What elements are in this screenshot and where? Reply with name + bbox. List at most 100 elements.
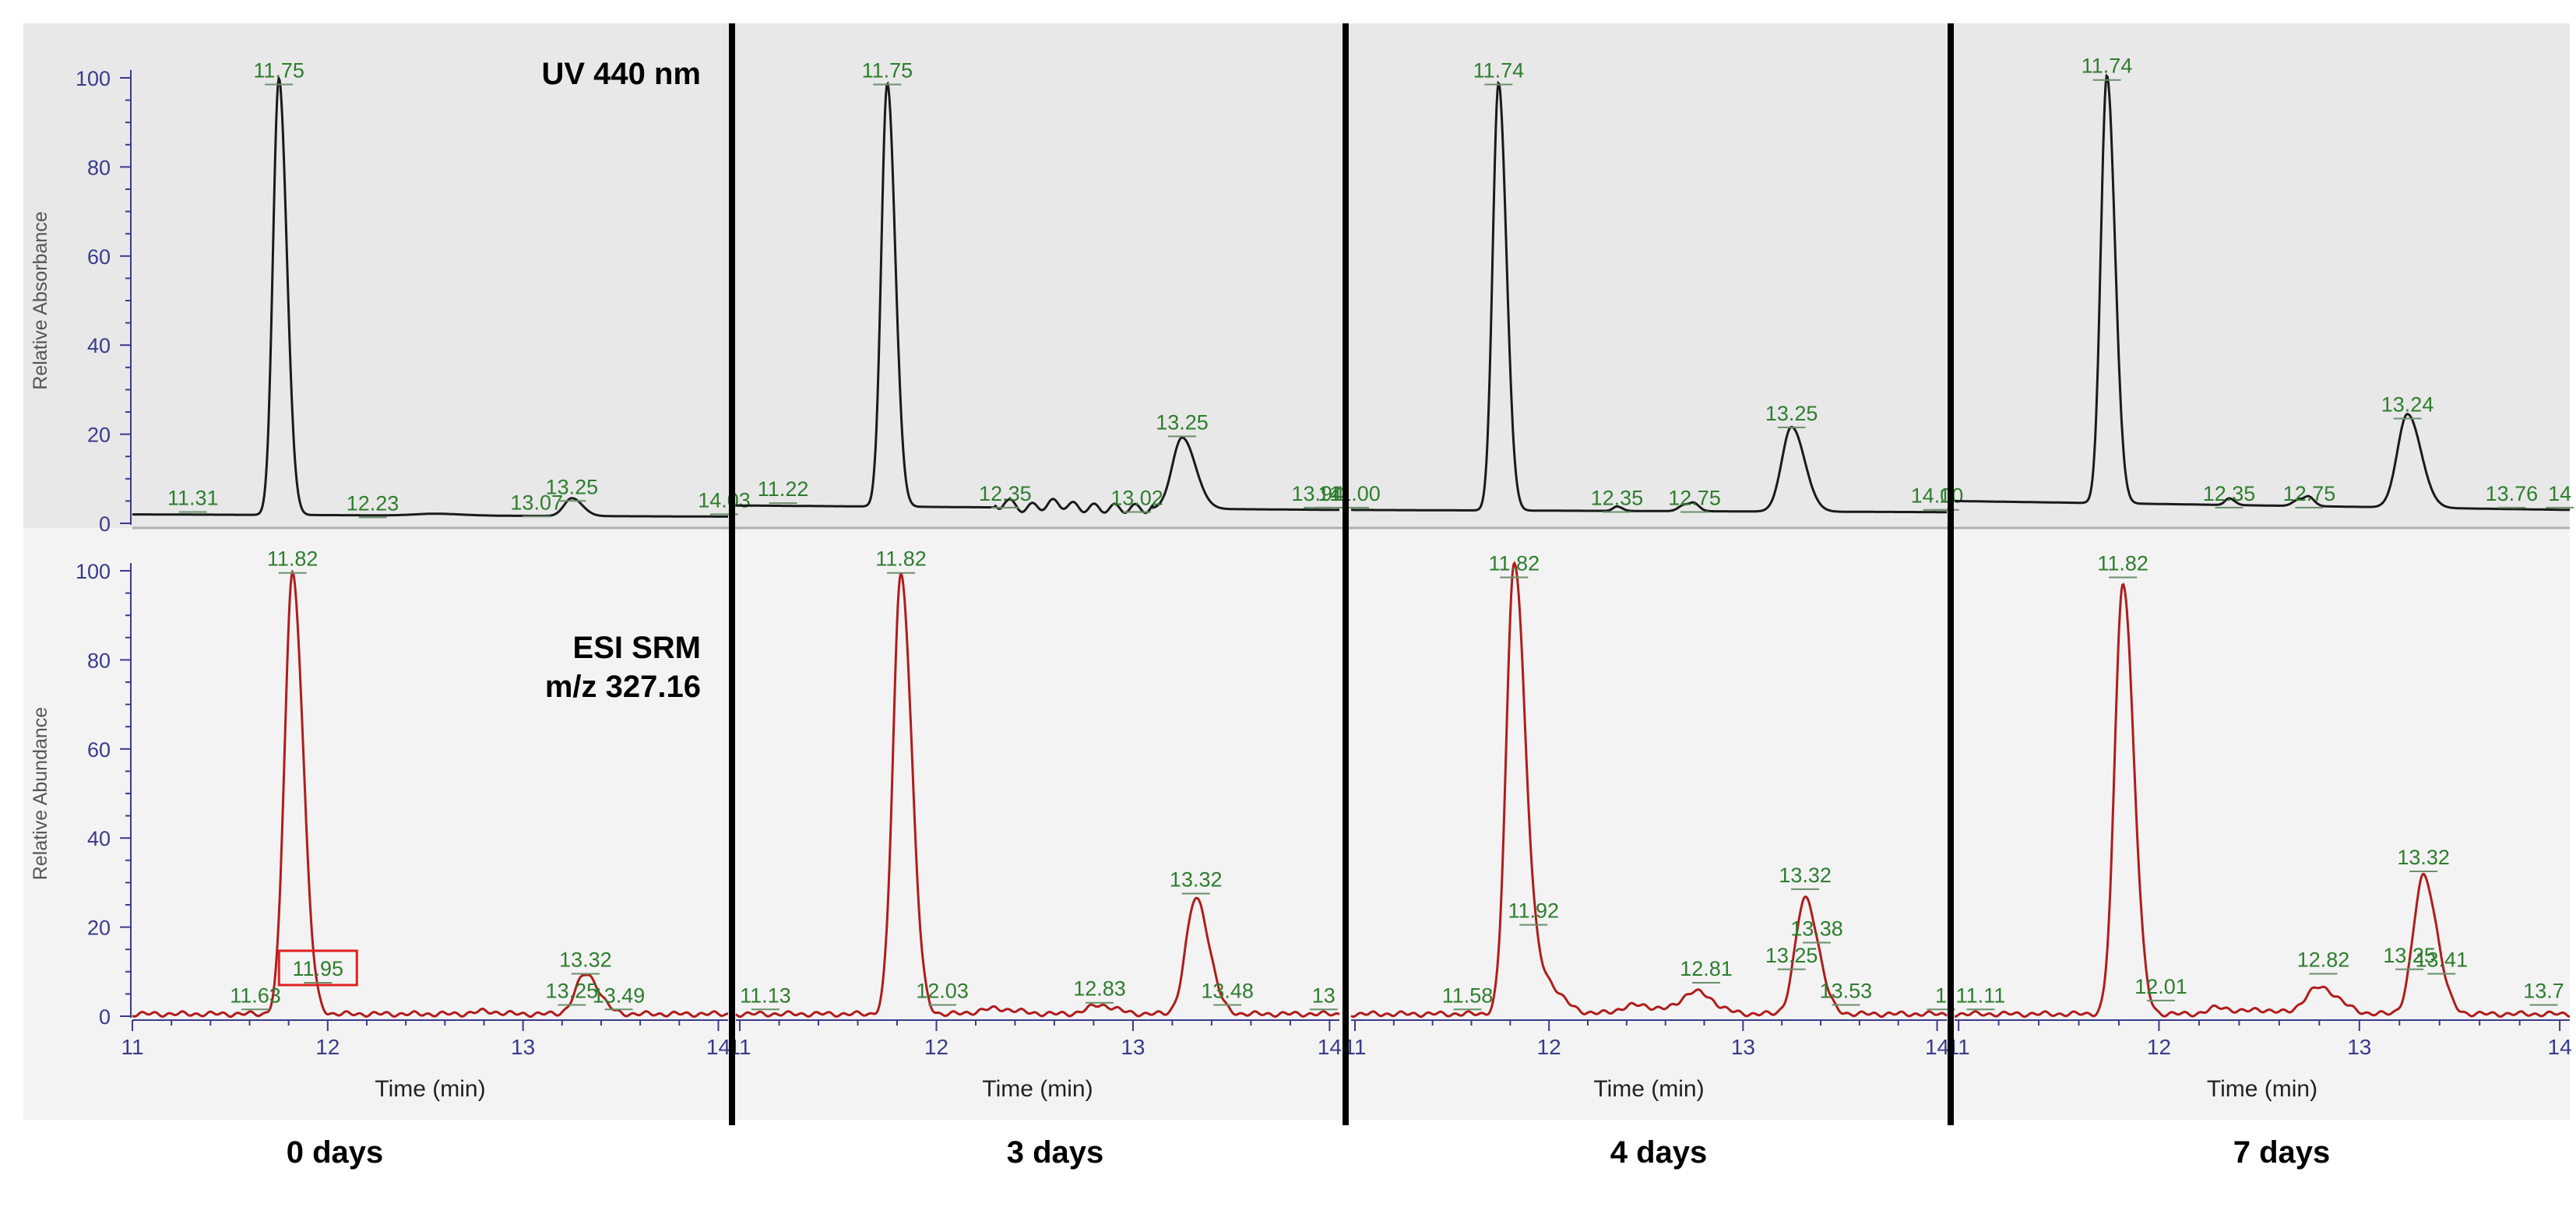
x-axis-title-3: Time (min)	[2207, 1076, 2317, 1102]
ms-peak-label: 11.95	[292, 957, 343, 980]
x-tick-label: 14	[706, 1035, 730, 1059]
uv-peak-label: 11.74	[2082, 55, 2133, 78]
uv-peak-label: 13.25	[546, 475, 599, 498]
uv-y-tick-label: 100	[76, 67, 111, 90]
uv-peak-label: 12.75	[1668, 487, 1721, 510]
ms-peak-label: 13.48	[1201, 980, 1254, 1003]
uv-peak-label: 11.75	[862, 58, 913, 82]
uv-peak-label: 14.00	[1911, 484, 1964, 508]
ms-peak-label: 13.25	[1765, 944, 1818, 967]
ms-trace-0	[132, 569, 729, 1019]
uv-peak-label: 13.24	[2381, 392, 2434, 416]
uv-peak-label: 14.03	[698, 488, 751, 512]
ms-peak-label: 13.32	[1170, 868, 1223, 892]
ms-peak-label: 13.25	[546, 980, 599, 1003]
ms-peak-label: 11.92	[1508, 899, 1559, 923]
uv-peak-label: 11.22	[758, 477, 809, 501]
ms-y-axis-title: Relative Abundance	[30, 707, 51, 880]
uv-peak-label: 11.74	[1473, 58, 1525, 82]
uv-y-tick-label: 0	[99, 512, 111, 536]
ms-trace-2	[1350, 561, 1948, 1019]
ms-y-tick-label: 40	[87, 827, 111, 850]
uv-panel-background	[23, 23, 2570, 528]
uv-peak-label: 12.35	[979, 482, 1032, 505]
ms-peak-label: 11.82	[2097, 551, 2148, 575]
x-tick-label: 13	[1731, 1035, 1755, 1059]
ms-peak-label: 11.82	[267, 547, 318, 571]
uv-peak-label: 13.76	[2486, 482, 2539, 505]
uv-trace-1	[736, 81, 1339, 515]
x-axis-title-2: Time (min)	[1593, 1076, 1704, 1102]
ms-y-tick-label: 100	[76, 560, 111, 583]
ms-peak-label: 13.38	[1790, 917, 1843, 940]
x-tick-label: 12	[2147, 1035, 2171, 1059]
uv-trace-2	[1351, 80, 1947, 514]
ms-peak-label: 13.53	[1820, 980, 1873, 1003]
ms-trace-1	[735, 572, 1340, 1019]
ms-peak-label: 11.13	[740, 984, 791, 1007]
uv-peak-label: 11.75	[253, 58, 304, 82]
ms-peak-label: 13.32	[2397, 846, 2450, 869]
uv-peak-label: 11.00	[1329, 482, 1381, 505]
ms-peak-label: 12.01	[2134, 975, 2187, 998]
uv-peak-label: 12.35	[1591, 487, 1644, 510]
x-tick-label: 13	[511, 1035, 535, 1059]
uv-peak-label: 14	[2548, 482, 2571, 505]
uv-y-axis-title: Relative Absorbance	[30, 211, 51, 389]
ms-peak-label: 12.03	[916, 980, 969, 1003]
uv-y-tick-label: 60	[87, 245, 111, 269]
caption-0-days: 0 days	[286, 1135, 384, 1170]
ms-y-tick-label: 80	[87, 649, 111, 672]
uv-y-tick-label: 20	[87, 424, 111, 447]
x-axis-title-0: Time (min)	[375, 1076, 485, 1102]
ms-peak-label: 11.58	[1442, 984, 1494, 1007]
ms-peak-label: 13.32	[559, 948, 612, 972]
ms-peak-label: 13.32	[1779, 864, 1832, 887]
uv-peak-label: 14	[1318, 482, 1341, 505]
ms-peak-label: 12.82	[2297, 948, 2350, 972]
uv-trace-3	[1955, 73, 2570, 512]
ms-peak-label: 1	[1935, 984, 1947, 1007]
x-tick-label: 14	[1925, 1035, 1949, 1059]
ms-y-tick-label: 20	[87, 917, 111, 940]
ms-peak-label: 13.49	[593, 984, 646, 1007]
uv-peak-label: 12.35	[2203, 482, 2256, 505]
x-tick-label: 14	[2548, 1035, 2572, 1059]
ms-y-tick-label: 60	[87, 738, 111, 762]
ms-peak-label: 11.82	[875, 547, 927, 571]
ms-peak-label: 12.83	[1073, 977, 1126, 1001]
ms-peak-label: 13	[1312, 984, 1336, 1007]
uv-peak-label: 12.75	[2283, 482, 2336, 505]
ms-panel-background	[23, 528, 2570, 1120]
uv-peak-label: 12.23	[347, 491, 399, 515]
x-axis-title-1: Time (min)	[982, 1076, 1093, 1102]
uv-y-tick-label: 80	[87, 156, 111, 179]
ms-peak-label: 12.81	[1680, 957, 1733, 980]
ms-peak-label: 11.63	[230, 984, 281, 1007]
x-tick-label: 11	[121, 1035, 143, 1059]
uv-peak-label: 13.25	[1156, 410, 1209, 434]
uv-peak-label: 13.94	[1291, 482, 1344, 505]
uv-y-tick-label: 40	[87, 334, 111, 357]
x-tick-label: 12	[315, 1035, 340, 1059]
x-tick-label: 13	[1121, 1035, 1145, 1059]
ms-peak-label: 11.11	[1956, 984, 2006, 1007]
uv-trace-0	[132, 74, 728, 518]
highlight-box	[277, 949, 358, 987]
ms-trace-3	[1955, 582, 2571, 1019]
uv-title: UV 440 nm	[541, 57, 701, 91]
ms-title-line2: m/z 327.16	[545, 670, 701, 704]
x-tick-label: 12	[924, 1035, 948, 1059]
uv-peak-label: 13.07	[510, 491, 563, 514]
ms-title-line1: ESI SRM	[573, 631, 701, 665]
caption-7-days: 7 days	[2233, 1135, 2331, 1170]
x-tick-label: 12	[1537, 1035, 1561, 1059]
uv-peak-label: 11.31	[167, 487, 219, 510]
ms-peak-label: 13.7	[2523, 980, 2564, 1003]
caption-4-days: 4 days	[1610, 1135, 1708, 1170]
x-tick-label: 14	[1318, 1035, 1342, 1059]
caption-3-days: 3 days	[1006, 1135, 1104, 1170]
ms-peak-label: 13.41	[2416, 948, 2469, 972]
x-tick-label: 13	[2347, 1035, 2371, 1059]
